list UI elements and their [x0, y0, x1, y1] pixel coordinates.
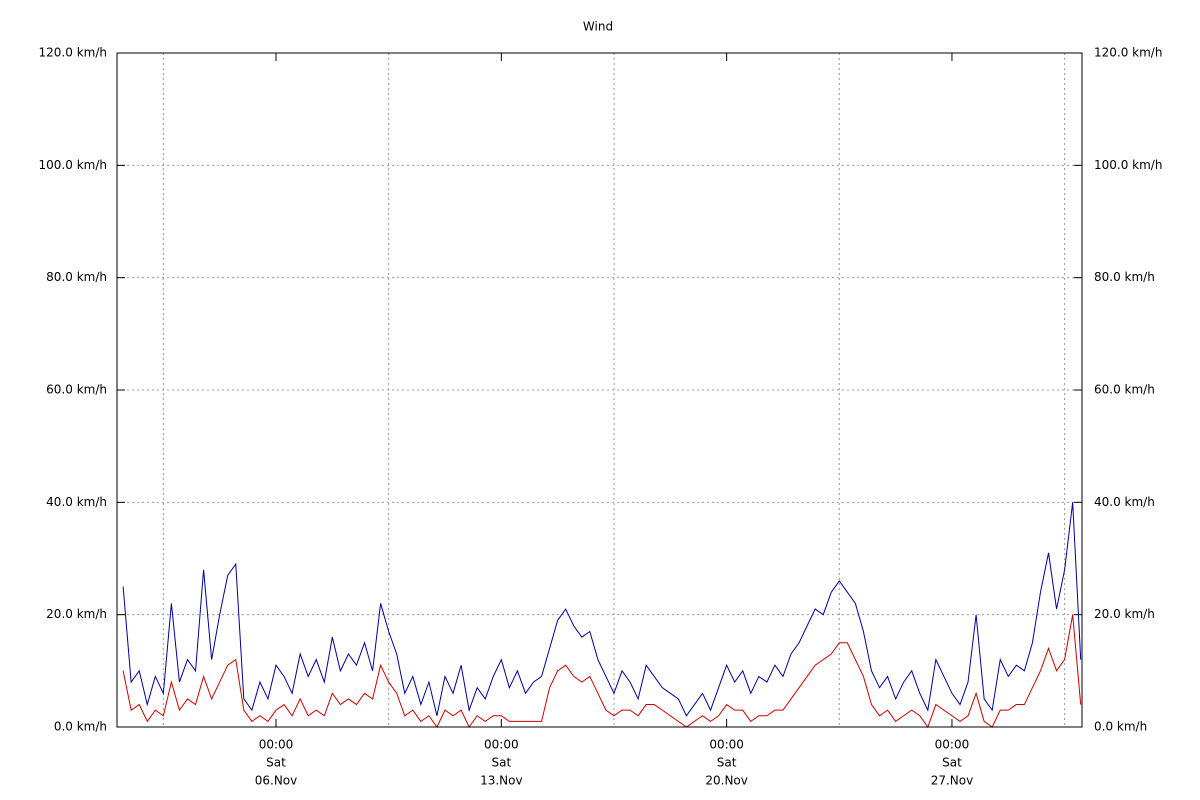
x-tick-label: Sat	[717, 756, 737, 770]
y2-tick-label: 20.0 km/h	[1094, 607, 1155, 621]
plot-frame	[116, 52, 1083, 728]
x-tick-label: 13.Nov	[480, 774, 523, 788]
x-tick-label: 27.Nov	[931, 774, 974, 788]
y-tick-label: 60.0 km/h	[46, 383, 107, 397]
y-tick-label: 80.0 km/h	[46, 270, 107, 284]
x-tick-label: Sat	[266, 756, 286, 770]
x-tick-label: Sat	[491, 756, 511, 770]
y2-tick-label: 80.0 km/h	[1094, 270, 1155, 284]
series-line	[122, 614, 1082, 729]
x-tick-label: 06.Nov	[255, 774, 298, 788]
y-tick-label: 100.0 km/h	[39, 158, 107, 172]
chart-title: Wind	[583, 20, 613, 34]
y-tick-label: 40.0 km/h	[46, 495, 107, 509]
y2-tick-label: 100.0 km/h	[1094, 158, 1162, 172]
x-tick-label: 00:00	[709, 738, 744, 752]
y2-tick-label: 120.0 km/h	[1094, 46, 1162, 60]
y2-tick-label: 60.0 km/h	[1094, 383, 1155, 397]
series-line	[122, 502, 1082, 717]
x-tick-label: 00:00	[259, 738, 294, 752]
x-tick-label: 20.Nov	[705, 774, 748, 788]
x-tick-label: 00:00	[935, 738, 970, 752]
y2-tick-label: 0.0 km/h	[1094, 720, 1147, 734]
y-tick-label: 20.0 km/h	[46, 607, 107, 621]
x-tick-label: 00:00	[484, 738, 519, 752]
x-tick-label: Sat	[942, 756, 962, 770]
y-tick-label: 0.0 km/h	[54, 720, 107, 734]
y-tick-label: 120.0 km/h	[39, 46, 107, 60]
y2-tick-label: 40.0 km/h	[1094, 495, 1155, 509]
